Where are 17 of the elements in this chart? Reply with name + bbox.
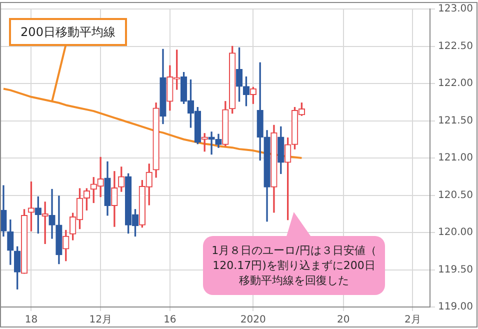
y-tick-label: 120.00 (438, 227, 474, 238)
y-tick-label: 119.00 (438, 302, 474, 313)
text: 200日移動平均線 (9, 18, 127, 46)
x-tick-label: 2020 (240, 314, 266, 326)
x-tick-label: 16 (164, 314, 176, 326)
x-tick-label: 2月 (404, 314, 421, 326)
annotation: 1月８日のユーロ/円は３日安値（120.17円)を割り込まずに200日移動平均線を回復した (203, 236, 385, 295)
y-tick-label: 121.00 (438, 152, 474, 164)
y-tick-label: 119.50 (438, 264, 474, 276)
y-tick-label: 122.00 (438, 78, 474, 90)
x-tick-label: 20 (336, 314, 350, 326)
x-tick-label: 18 (24, 314, 38, 326)
y-tick-label: 121.50 (438, 115, 474, 126)
x-tick-label: 12月 (89, 314, 112, 326)
y-tick-label: 123.00 (438, 4, 474, 15)
y-tick-label: 120.50 (438, 190, 474, 201)
y-tick-label: 122.50 (438, 40, 474, 52)
